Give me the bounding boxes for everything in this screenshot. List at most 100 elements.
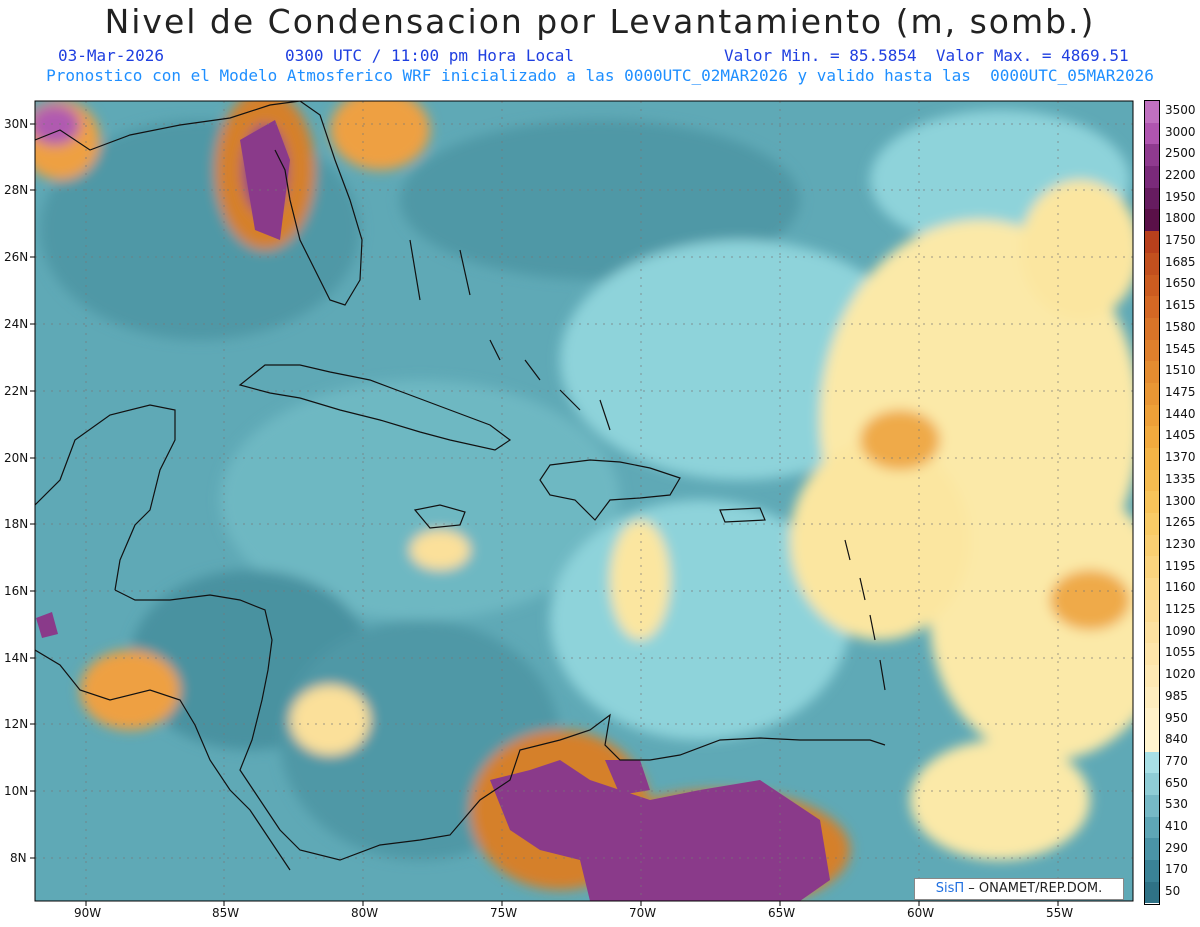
colorbar-segment bbox=[1145, 534, 1159, 557]
map-title: Nivel de Condensacion por Levantamiento … bbox=[104, 2, 1096, 41]
lat-label-16n: 16N bbox=[4, 584, 29, 598]
colorbar-segment bbox=[1145, 426, 1159, 448]
colorbar-segment bbox=[1145, 578, 1159, 600]
colorbar-label: 2500 bbox=[1165, 146, 1196, 161]
colorbar bbox=[1144, 100, 1160, 905]
colorbar-segment bbox=[1145, 729, 1159, 752]
colorbar-label: 1405 bbox=[1165, 428, 1196, 443]
colorbar-label: 1160 bbox=[1165, 580, 1196, 595]
lat-label-20n: 20N bbox=[4, 451, 29, 465]
coastlines bbox=[35, 101, 886, 871]
colorbar-label: 650 bbox=[1165, 775, 1188, 790]
colorbar-label: 1440 bbox=[1165, 406, 1196, 421]
colorbar-label: 1335 bbox=[1165, 471, 1196, 486]
colorbar-label: 410 bbox=[1165, 819, 1188, 834]
credit-box: SisΠ – ONAMET/REP.DOM. bbox=[914, 878, 1124, 900]
colorbar-segment bbox=[1145, 556, 1159, 579]
lat-label-24n: 24N bbox=[4, 317, 29, 331]
colorbar-segment bbox=[1145, 773, 1159, 795]
colorbar-label: 1370 bbox=[1165, 450, 1196, 465]
graticule bbox=[35, 101, 1133, 901]
colorbar-segment bbox=[1145, 795, 1159, 817]
colorbar-label: 1800 bbox=[1165, 211, 1196, 226]
colorbar-label: 290 bbox=[1165, 840, 1188, 855]
colorbar-segment bbox=[1145, 361, 1159, 383]
lat-label-12n: 12N bbox=[4, 717, 29, 731]
lat-label-10n: 10N bbox=[4, 784, 29, 798]
colorbar-segment bbox=[1145, 252, 1159, 275]
colorbar-label: 1750 bbox=[1165, 233, 1196, 248]
colorbar-label: 950 bbox=[1165, 710, 1188, 725]
lon-label-85w: 85W bbox=[212, 906, 240, 920]
colorbar-segment bbox=[1145, 621, 1159, 644]
colorbar-segment bbox=[1145, 838, 1159, 861]
colorbar-segment bbox=[1145, 491, 1159, 514]
lat-label-8n: 8N bbox=[10, 851, 27, 865]
colorbar-label: 1950 bbox=[1165, 189, 1196, 204]
colorbar-segment bbox=[1145, 231, 1159, 253]
lat-label-18n: 18N bbox=[4, 517, 29, 531]
lon-label-70w: 70W bbox=[629, 906, 657, 920]
colorbar-segment bbox=[1145, 751, 1159, 774]
colorbar-segment bbox=[1145, 860, 1159, 882]
lat-label-26n: 26N bbox=[4, 250, 29, 264]
colorbar-segment bbox=[1145, 166, 1159, 188]
lon-label-65w: 65W bbox=[768, 906, 796, 920]
lon-label-55w: 55W bbox=[1046, 906, 1074, 920]
colorbar-segment bbox=[1145, 382, 1159, 405]
colorbar-label: 1615 bbox=[1165, 298, 1196, 313]
colorbar-label: 50 bbox=[1165, 884, 1181, 899]
colorbar-label: 1265 bbox=[1165, 515, 1196, 530]
colorbar-segment bbox=[1145, 881, 1159, 904]
colorbar-segment bbox=[1145, 816, 1159, 839]
colorbar-segment bbox=[1145, 448, 1159, 470]
map-field bbox=[35, 101, 1133, 901]
colorbar-segment bbox=[1145, 708, 1159, 730]
forecast-time: 0300 UTC / 11:00 pm Hora Local bbox=[285, 46, 574, 65]
colorbar-label: 1300 bbox=[1165, 493, 1196, 508]
colorbar-segment bbox=[1145, 339, 1159, 362]
high-lcl-purple-areas bbox=[36, 120, 830, 901]
colorbar-label: 985 bbox=[1165, 688, 1188, 703]
lat-label-22n: 22N bbox=[4, 384, 29, 398]
colorbar-segment bbox=[1145, 122, 1159, 145]
sispi-logo: SisΠ bbox=[935, 881, 965, 896]
colorbar-label: 1055 bbox=[1165, 645, 1196, 660]
colorbar-label: 1580 bbox=[1165, 319, 1196, 334]
colorbar-label: 530 bbox=[1165, 797, 1188, 812]
colorbar-segment bbox=[1145, 144, 1159, 167]
colorbar-label: 1475 bbox=[1165, 384, 1196, 399]
model-subtitle: Pronostico con el Modelo Atmosferico WRF… bbox=[46, 66, 1154, 85]
colorbar-label: 1020 bbox=[1165, 667, 1196, 682]
colorbar-segment bbox=[1145, 101, 1159, 123]
colorbar-segment bbox=[1145, 274, 1159, 297]
colorbar-label: 3000 bbox=[1165, 124, 1196, 139]
colorbar-label: 1195 bbox=[1165, 558, 1196, 573]
colorbar-label: 1125 bbox=[1165, 602, 1196, 616]
lat-label-28n: 28N bbox=[4, 183, 29, 197]
colorbar-segment bbox=[1145, 296, 1159, 318]
colorbar-label: 840 bbox=[1165, 732, 1188, 747]
colorbar-segment bbox=[1145, 469, 1159, 492]
colorbar-label: 1510 bbox=[1165, 363, 1196, 378]
colorbar-segment bbox=[1145, 513, 1159, 535]
forecast-date: 03-Mar-2026 bbox=[58, 46, 164, 65]
colorbar-label: 3500 bbox=[1165, 102, 1196, 117]
lon-label-90w: 90W bbox=[74, 906, 102, 920]
colorbar-label: 1545 bbox=[1165, 341, 1196, 356]
credit-text: – ONAMET/REP.DOM. bbox=[968, 881, 1103, 896]
colorbar-segment bbox=[1145, 187, 1159, 210]
lon-label-75w: 75W bbox=[490, 906, 518, 920]
lat-label-30n: 30N bbox=[4, 117, 29, 131]
colorbar-label: 1090 bbox=[1165, 623, 1196, 638]
colorbar-segment bbox=[1145, 209, 1159, 232]
colorbar-label: 170 bbox=[1165, 862, 1188, 877]
lon-label-60w: 60W bbox=[907, 906, 935, 920]
lat-label-14n: 14N bbox=[4, 651, 29, 665]
axis-ticks bbox=[30, 123, 1059, 906]
colorbar-label: 2200 bbox=[1165, 167, 1196, 182]
colorbar-label: 1230 bbox=[1165, 536, 1196, 551]
colorbar-segment bbox=[1145, 317, 1159, 340]
colorbar-segment bbox=[1145, 686, 1159, 709]
